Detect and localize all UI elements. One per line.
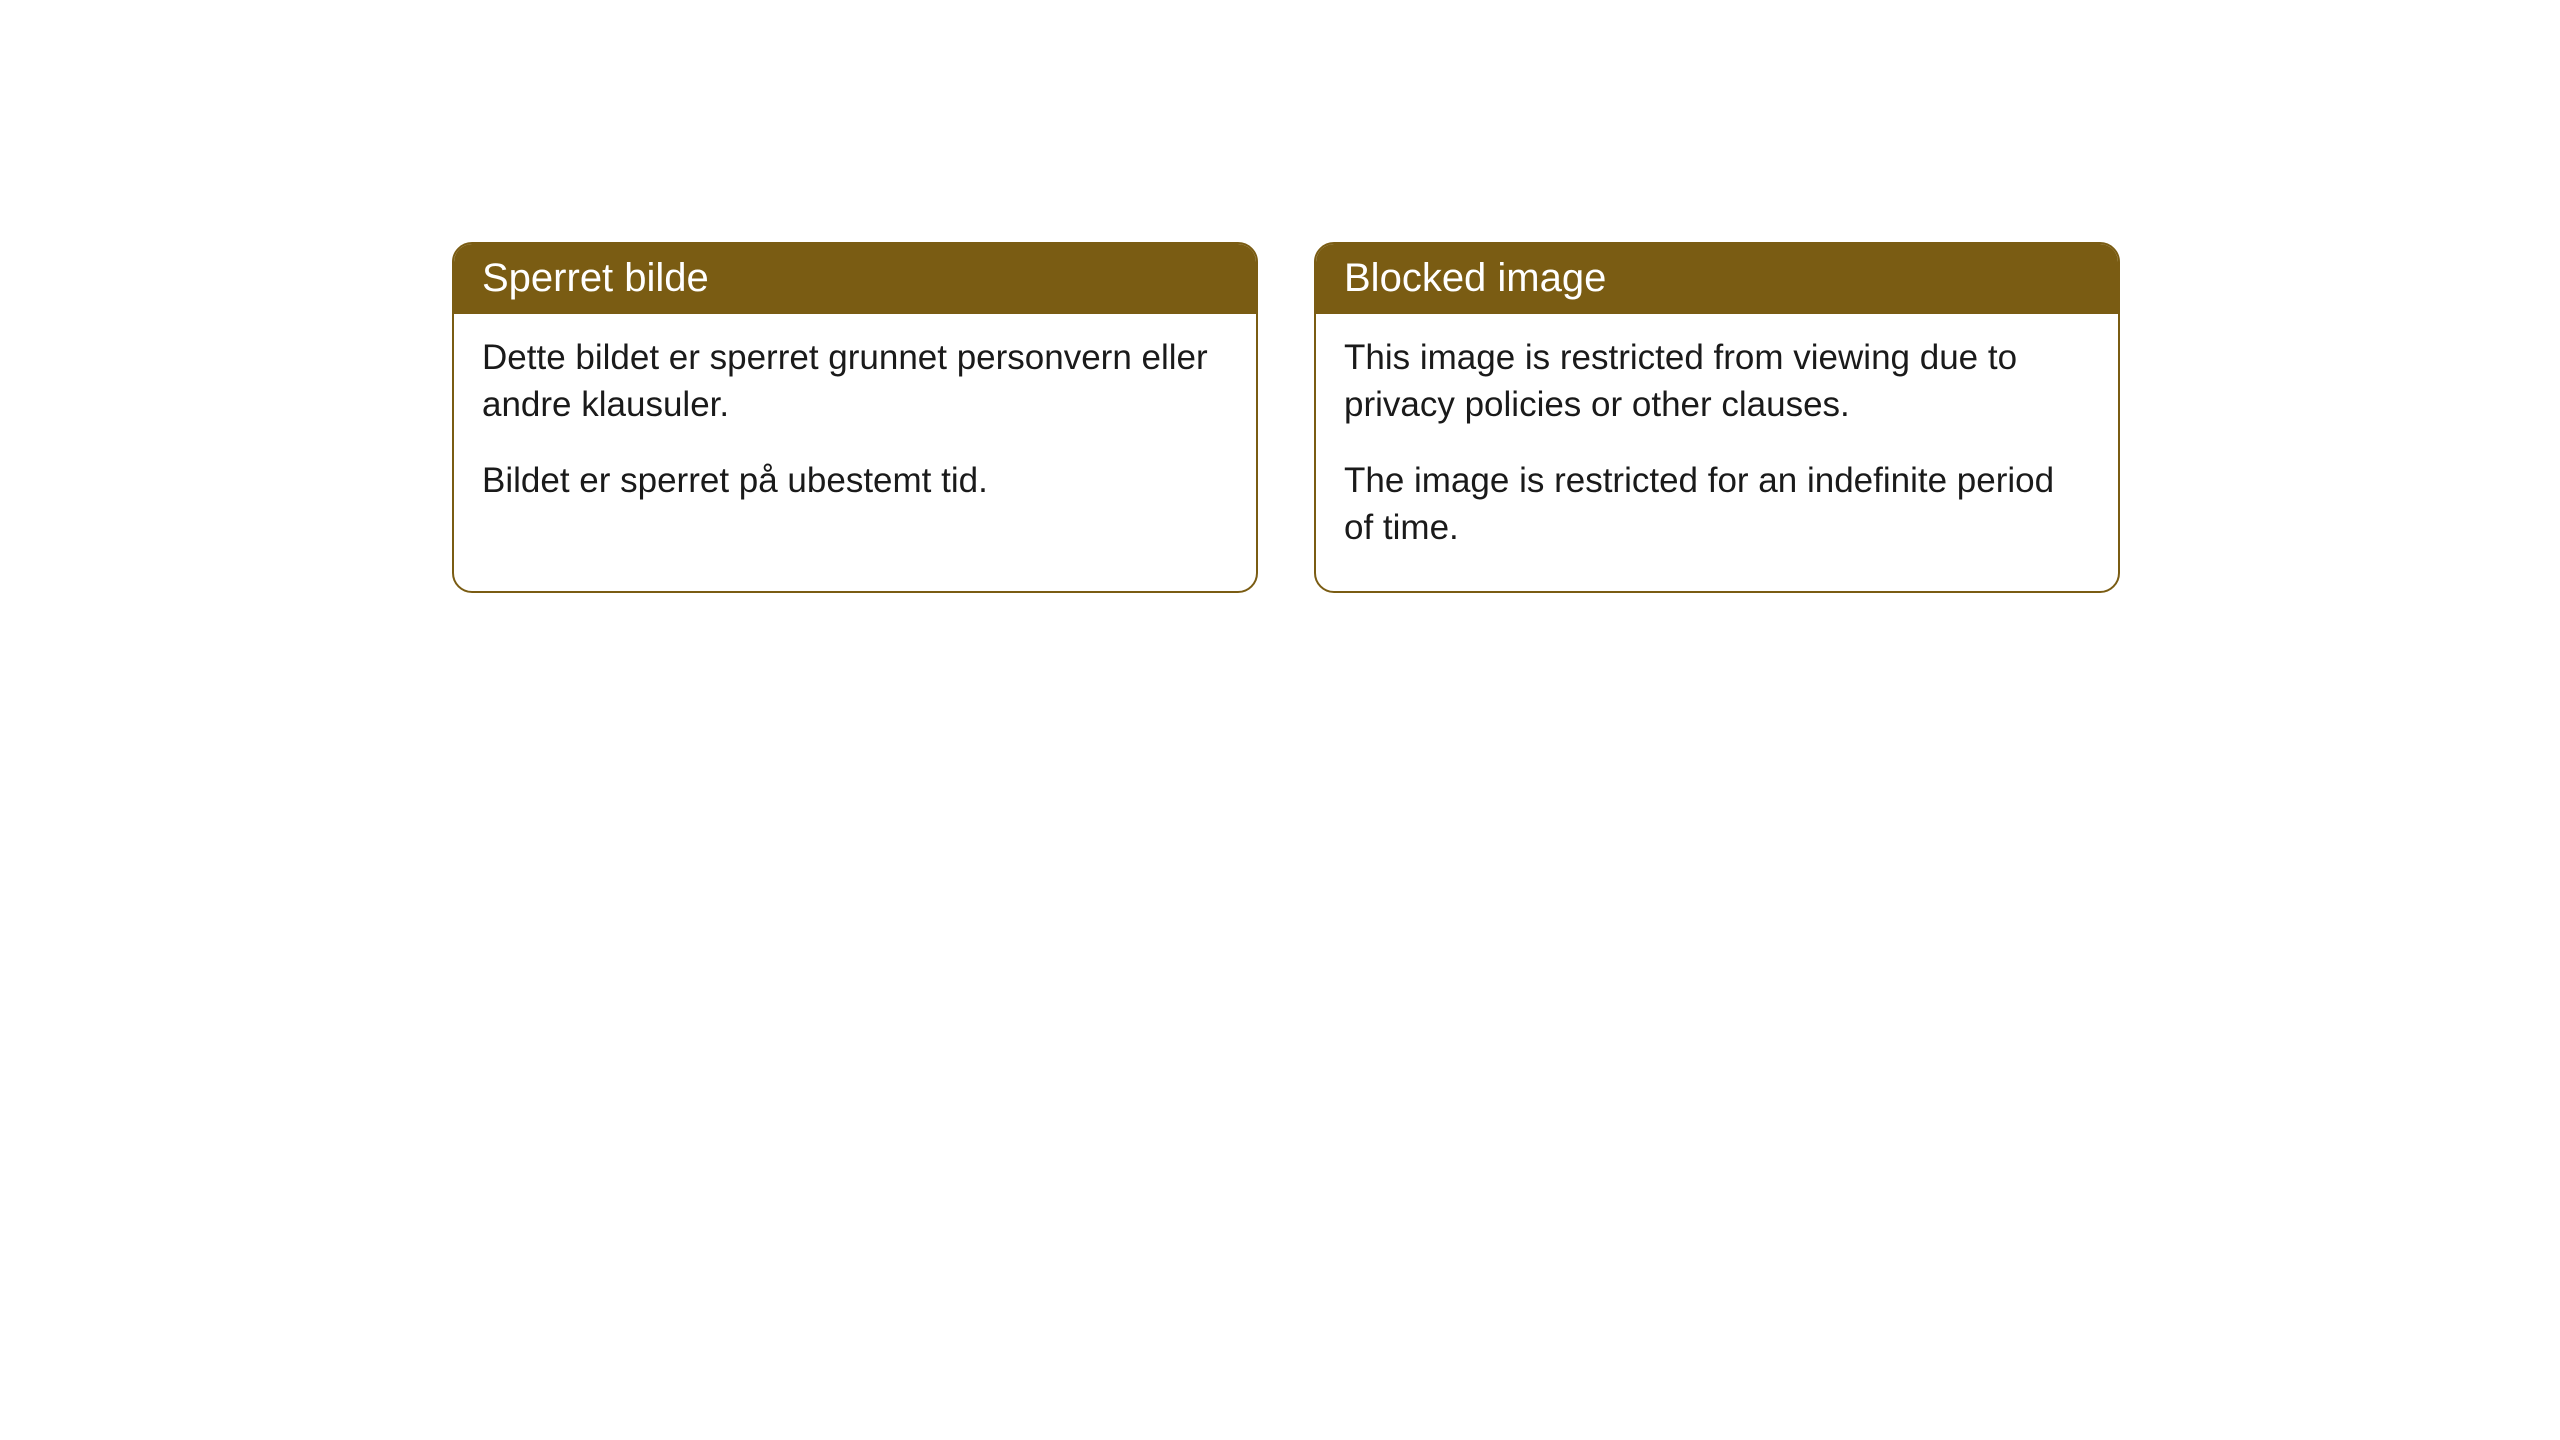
card-body-no: Dette bildet er sperret grunnet personve… (454, 314, 1256, 544)
blocked-image-card-en: Blocked image This image is restricted f… (1314, 242, 2120, 593)
card-paragraph-no-2: Bildet er sperret på ubestemt tid. (482, 457, 1228, 504)
blocked-image-card-no: Sperret bilde Dette bildet er sperret gr… (452, 242, 1258, 593)
card-paragraph-no-1: Dette bildet er sperret grunnet personve… (482, 334, 1228, 429)
card-paragraph-en-2: The image is restricted for an indefinit… (1344, 457, 2090, 552)
card-header-no: Sperret bilde (454, 244, 1256, 314)
notice-cards-container: Sperret bilde Dette bildet er sperret gr… (452, 242, 2120, 593)
card-paragraph-en-1: This image is restricted from viewing du… (1344, 334, 2090, 429)
card-body-en: This image is restricted from viewing du… (1316, 314, 2118, 591)
card-header-en: Blocked image (1316, 244, 2118, 314)
